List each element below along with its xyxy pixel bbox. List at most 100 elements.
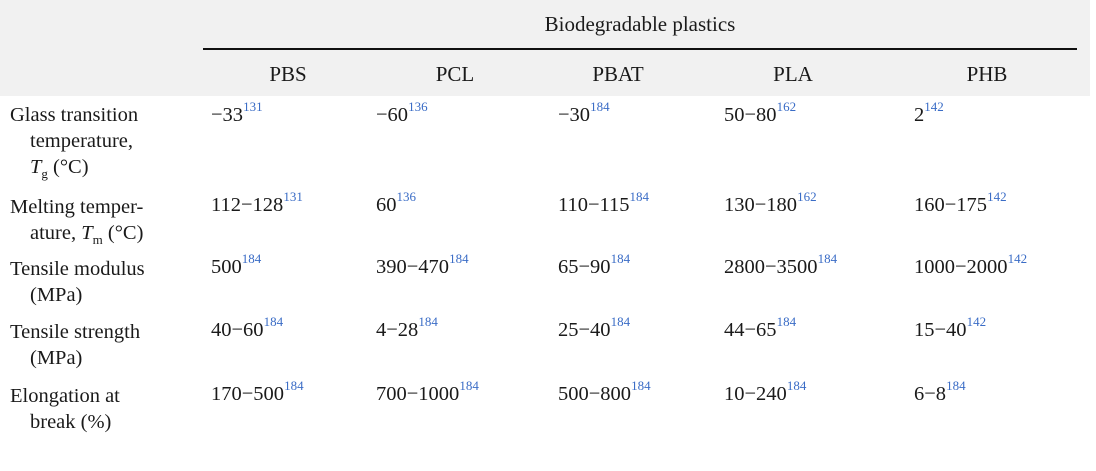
- cell-value: 15−40: [914, 319, 967, 341]
- cell-value: 170−500: [211, 383, 285, 405]
- cell-value: 60: [376, 194, 397, 216]
- citation-ref[interactable]: 184: [946, 378, 966, 394]
- column-header-phb: PHB: [966, 62, 1008, 86]
- subscript: m: [92, 232, 103, 248]
- citation-ref[interactable]: 184: [241, 251, 262, 267]
- row-label-line: Tensile modulus: [10, 258, 145, 280]
- cell-value: 50−80: [724, 104, 777, 126]
- cell-value: 10−240: [724, 383, 787, 405]
- cell-value: −33: [211, 104, 244, 126]
- row-label-elongation: Elongation at break (%): [10, 383, 200, 435]
- row-label-line: Tg (°C): [10, 154, 200, 180]
- column-header-pbat: PBAT: [592, 62, 644, 86]
- column-header-pbs: PBS: [269, 62, 307, 86]
- citation-ref[interactable]: 184: [449, 251, 469, 267]
- cell-value: 6−8: [914, 383, 947, 405]
- table-cell: −33131: [211, 100, 263, 127]
- table-cell: 44−65184: [724, 315, 796, 342]
- row-label-line: Melting temper-: [10, 196, 144, 218]
- row-label-line: ature, Tm (°C): [30, 222, 144, 248]
- citation-ref[interactable]: 184: [817, 251, 838, 267]
- row-label-line: (MPa): [30, 284, 83, 306]
- citation-ref[interactable]: 184: [284, 378, 304, 394]
- row-label-glass-transition: Glass transition temperature, Tg (°C): [10, 102, 200, 180]
- table-cell: 170−500184: [211, 379, 304, 406]
- citation-ref[interactable]: 131: [243, 99, 263, 115]
- citation-ref[interactable]: 184: [776, 314, 797, 330]
- table-cell: −60136: [376, 100, 428, 127]
- table-cell: 65−90184: [558, 252, 630, 279]
- cell-value: 25−40: [558, 319, 611, 341]
- citation-ref[interactable]: 142: [987, 189, 1007, 205]
- cell-value: 390−470: [376, 256, 450, 278]
- unit: (°C): [107, 222, 144, 244]
- citation-ref[interactable]: 142: [1007, 251, 1028, 267]
- cell-value: 40−60: [211, 319, 264, 341]
- cell-value: 2: [914, 104, 925, 126]
- citation-ref[interactable]: 136: [396, 189, 417, 205]
- citation-ref[interactable]: 131: [283, 189, 303, 205]
- row-label-line: Tensile strength: [10, 321, 141, 343]
- cell-value: 112−128: [211, 194, 284, 216]
- row-label-tensile-modulus: Tensile modulus (MPa): [10, 256, 200, 308]
- cell-value: −30: [558, 104, 591, 126]
- citation-ref[interactable]: 184: [631, 378, 651, 394]
- citation-ref[interactable]: 142: [966, 314, 987, 330]
- table-cell: 25−40184: [558, 315, 630, 342]
- row-label-tensile-strength: Tensile strength (MPa): [10, 319, 200, 371]
- table-cell: 500184: [211, 252, 261, 279]
- symbol: T: [81, 222, 93, 244]
- table-cell: 2142: [914, 100, 944, 127]
- citation-ref[interactable]: 184: [610, 314, 631, 330]
- row-label-line: Glass transition: [10, 104, 139, 126]
- header-rule: [203, 48, 1077, 50]
- table-cell: 160−175142: [914, 190, 1007, 217]
- cell-value: 2800−3500: [724, 256, 818, 278]
- citation-ref[interactable]: 184: [263, 314, 284, 330]
- citation-ref[interactable]: 162: [797, 189, 817, 205]
- row-label-line: Elongation at: [10, 385, 120, 407]
- citation-ref[interactable]: 184: [418, 314, 438, 330]
- group-header: Biodegradable plastics: [544, 12, 736, 36]
- table-cell: 4−28184: [376, 315, 438, 342]
- table-cell: 50−80162: [724, 100, 796, 127]
- cell-value: 700−1000: [376, 383, 460, 405]
- cell-value: 500−800: [558, 383, 632, 405]
- cell-value: −60: [376, 104, 409, 126]
- citation-ref[interactable]: 184: [786, 378, 807, 394]
- citation-ref[interactable]: 136: [408, 99, 428, 115]
- subscript: g: [41, 166, 48, 182]
- table-cell: 110−115184: [558, 190, 649, 217]
- citation-ref[interactable]: 184: [459, 378, 479, 394]
- table-cell: −30184: [558, 100, 610, 127]
- cell-value: 130−180: [724, 194, 798, 216]
- table-cell: 2800−3500184: [724, 252, 837, 279]
- table-cell: 500−800184: [558, 379, 651, 406]
- citation-ref[interactable]: 142: [924, 99, 944, 115]
- unit: (°C): [53, 156, 89, 178]
- citation-ref[interactable]: 184: [629, 189, 650, 205]
- cell-value: 500: [211, 256, 242, 278]
- column-header-pcl: PCL: [435, 62, 475, 86]
- symbol: T: [30, 156, 42, 178]
- cell-value: 160−175: [914, 194, 988, 216]
- row-label-line: temperature,: [30, 130, 134, 152]
- cell-value: 65−90: [558, 256, 611, 278]
- table-cell: 390−470184: [376, 252, 469, 279]
- table-cell: 1000−2000142: [914, 252, 1027, 279]
- citation-ref[interactable]: 162: [776, 99, 797, 115]
- cell-value: 110−115: [558, 194, 630, 216]
- table-cell: 700−1000184: [376, 379, 479, 406]
- row-label-line: (MPa): [30, 347, 83, 369]
- citation-ref[interactable]: 184: [610, 251, 631, 267]
- table-cell: 112−128131: [211, 190, 303, 217]
- cell-value: 1000−2000: [914, 256, 1008, 278]
- table-cell: 15−40142: [914, 315, 986, 342]
- table-cell: 130−180162: [724, 190, 817, 217]
- table-cell: 60136: [376, 190, 416, 217]
- citation-ref[interactable]: 184: [590, 99, 610, 115]
- row-label-melting-temperature: Melting temper- ature, Tm (°C): [10, 194, 200, 246]
- cell-value: 44−65: [724, 319, 777, 341]
- table-cell: 40−60184: [211, 315, 283, 342]
- row-label-line: break (%): [30, 411, 112, 433]
